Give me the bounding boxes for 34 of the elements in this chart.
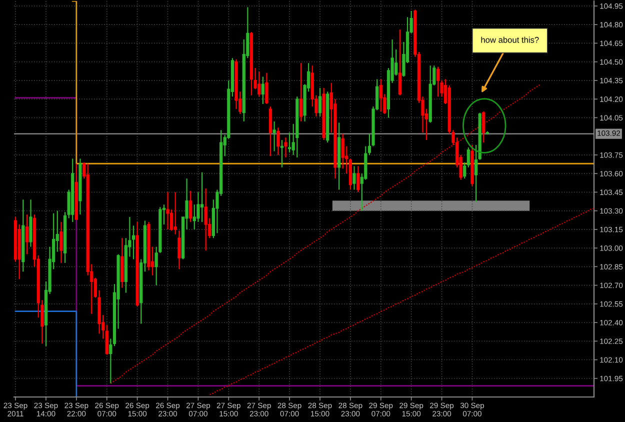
candlestick: [204, 188, 208, 252]
candlestick: [352, 166, 356, 190]
candlestick: [341, 133, 344, 170]
candlestick: [109, 338, 112, 384]
candlestick: [60, 221, 63, 264]
candlestick: [268, 106, 272, 157]
candlestick: [466, 146, 470, 168]
candlestick: [166, 192, 170, 230]
candlestick: [105, 324, 108, 356]
candlestick: [25, 214, 28, 255]
candlestick: [436, 66, 440, 98]
candlestick: [174, 192, 177, 235]
candlestick: [178, 230, 181, 270]
candlestick: [482, 110, 486, 144]
candlestick: [463, 162, 466, 180]
line-series: [110, 84, 542, 384]
candlestick: [265, 72, 268, 105]
candlestick: [272, 120, 276, 152]
candlestick: [189, 190, 192, 223]
line-series: [209, 208, 594, 396]
candlestick: [284, 136, 288, 158]
candlestick: [356, 166, 360, 193]
candlestick: [299, 62, 303, 122]
candlestick: [379, 78, 382, 112]
candlestick: [258, 71, 261, 98]
candlestick: [474, 144, 478, 203]
candlestick: [261, 76, 264, 105]
annotation: how about this?: [481, 36, 539, 43]
candlestick: [280, 139, 284, 168]
candlestick: [398, 28, 402, 96]
candlestick: [318, 87, 322, 118]
candlestick: [276, 127, 280, 156]
candlestick: [288, 132, 292, 154]
candlestick: [200, 172, 204, 223]
